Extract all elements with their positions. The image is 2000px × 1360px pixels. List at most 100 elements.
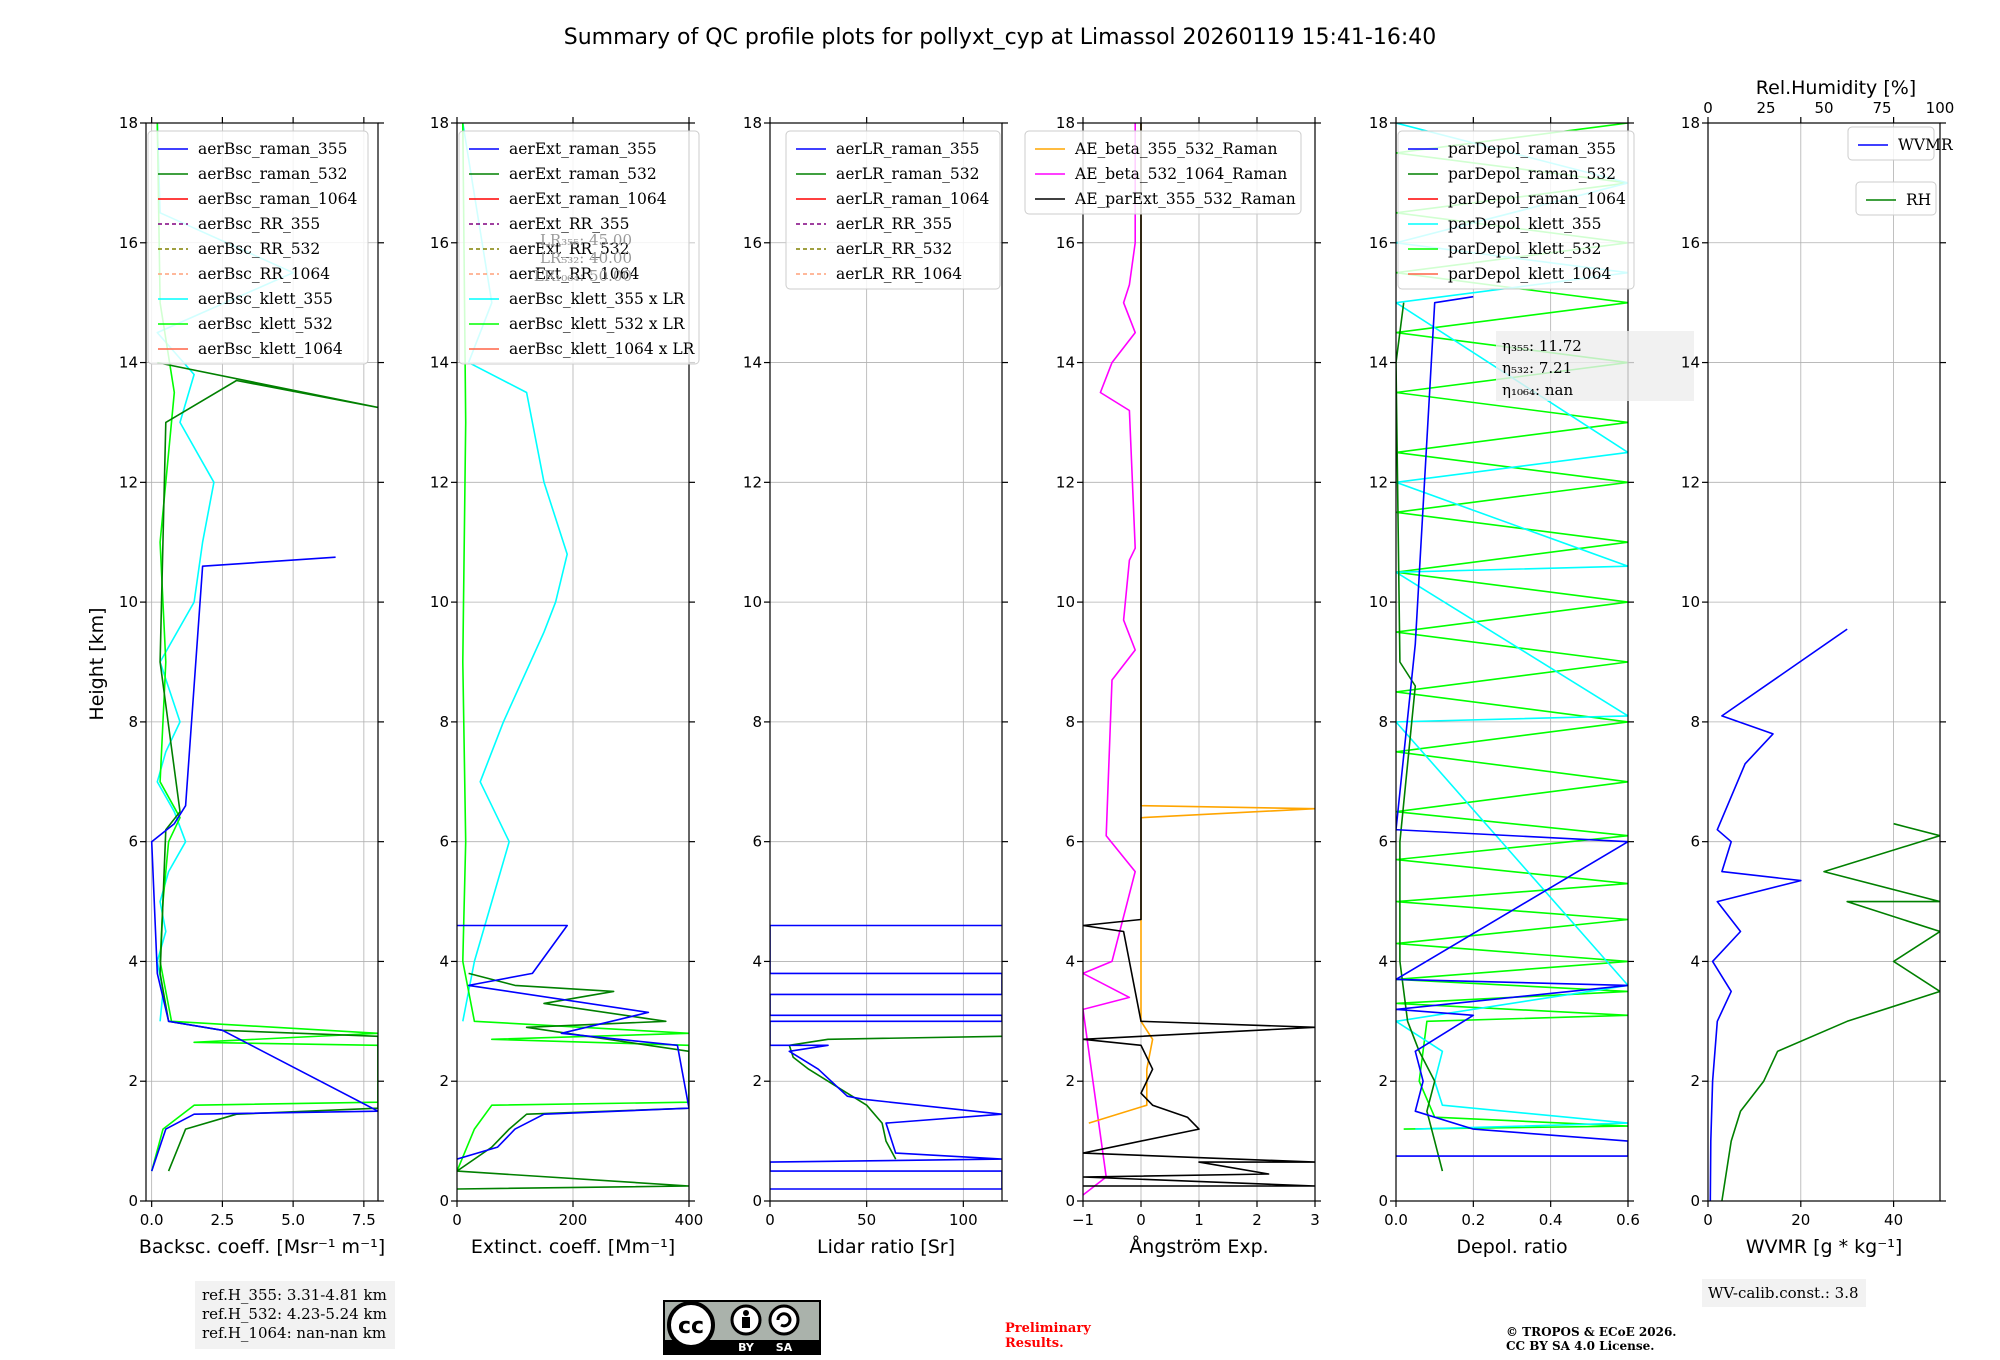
series-line-parDepol_raman_355 [1396, 295, 1628, 1157]
x-axis-label: Backsc. coeff. [Msr⁻¹ m⁻¹] [139, 1236, 385, 1258]
series-group [770, 924, 1002, 1190]
x-tick-label: 0.4 [1539, 1211, 1563, 1229]
wv-calibration-box: WV-calib.const.: 3.8 [1702, 1279, 1866, 1307]
legend-entry: RH [1906, 191, 1931, 209]
y-tick-label: 4 [1378, 952, 1388, 970]
y-tick-label: 4 [128, 952, 138, 970]
x-tick-label: 0 [452, 1211, 462, 1229]
legend-entry: aerLR_RR_355 [836, 215, 952, 233]
x-tick-label: 0.6 [1616, 1211, 1640, 1229]
y-tick-label: 14 [119, 354, 138, 372]
cc-by-text: BY [738, 1341, 755, 1354]
series-line-aerLR_raman_355 [770, 924, 1002, 1190]
preliminary-line-1: Preliminary [1005, 1321, 1091, 1336]
y-tick-label: 6 [1690, 833, 1700, 851]
eta-box [1496, 331, 1694, 401]
plot-frame [1707, 122, 1941, 1202]
top-x-axis-label: Rel.Humidity [%] [1756, 77, 1916, 99]
y-tick-label: 14 [430, 354, 449, 372]
legend-entry: AE_parExt_355_532_Raman [1074, 190, 1296, 208]
y-tick-label: 18 [1681, 114, 1700, 132]
legend-entry: aerLR_raman_355 [836, 140, 979, 158]
x-tick-label: 0 [765, 1211, 775, 1229]
legend-entry: aerBsc_raman_1064 [198, 190, 358, 208]
y-tick-label: 6 [752, 833, 762, 851]
y-tick-label: 2 [1690, 1072, 1700, 1090]
eta-annotation-line: η₅₃₂: 7.21 [1502, 359, 1572, 377]
lr-annotation-line: LR₅₃₂: 40.00 [540, 249, 632, 267]
legend: WVMR [1847, 126, 1954, 161]
legend-frame [147, 130, 369, 365]
panel-dep: 0.0 0.2 0.4 0.6 0 2 4 6 8 10 12 14 16 18 Depol. ratio p… [1369, 114, 1694, 1258]
legend-entry: aerBsc_RR_355 [198, 215, 320, 233]
legend-entry: parDepol_raman_532 [1448, 165, 1616, 183]
series-line-parDepol_raman_532 [1396, 302, 1444, 1172]
series-line-aerExt_raman_355 [457, 924, 689, 1160]
legend: AE_beta_355_532_Raman AE_beta_532_1064_Ra… [1024, 130, 1302, 215]
legend: parDepol_raman_355 parDepol_raman_532 parD… [1397, 130, 1635, 290]
legend-entry: aerBsc_klett_532 [198, 315, 333, 333]
x-axis-label: Extinct. coeff. [Mm⁻¹] [471, 1236, 675, 1258]
cc-sa-text: SA [776, 1341, 793, 1354]
y-tick-label: 6 [1378, 833, 1388, 851]
legend-entry: aerLR_raman_1064 [836, 190, 989, 208]
y-tick-label: 2 [128, 1072, 138, 1090]
y-tick-label: 4 [1065, 952, 1075, 970]
y-tick-label: 0 [1378, 1192, 1388, 1210]
y-tick-label: 16 [430, 234, 449, 252]
cc-license-badge: cc BY SA [663, 1300, 821, 1355]
y-tick-label: 16 [1369, 234, 1388, 252]
legend-entry: aerBsc_klett_1064 [198, 340, 343, 358]
x-axis-label: Depol. ratio [1456, 1236, 1567, 1258]
y-tick-label: 4 [752, 952, 762, 970]
x-tick-label: 100 [949, 1211, 978, 1229]
y-tick-label: 18 [119, 114, 138, 132]
panel-bsc: 0.0 2.5 5.0 7.5 0 2 4 6 8 10 12 14 16 18 Backsc. coeff… [119, 114, 385, 1258]
y-tick-label: 0 [128, 1192, 138, 1210]
y-tick-label: 2 [1065, 1072, 1075, 1090]
legend: aerExt_raman_355 aerExt_raman_532 aerExt_r… [458, 130, 700, 365]
legend-entry: parDepol_raman_1064 [1448, 190, 1626, 208]
y-tick-label: 8 [1065, 713, 1075, 731]
y-tick-label: 12 [119, 473, 138, 491]
copyright-line-2: CC BY SA 4.0 License. [1506, 1339, 1654, 1353]
x-tick-label: 5.0 [281, 1211, 305, 1229]
lr-annotation-line: LR₁₀₆₄: 50.00 [534, 267, 632, 285]
y-tick-label: 6 [1065, 833, 1075, 851]
series-group [1396, 123, 1628, 1172]
sa-share-icon [768, 1304, 800, 1336]
legend-entry: WVMR [1898, 136, 1954, 154]
y-tick-label: 16 [1056, 234, 1075, 252]
copyright-note: © TROPOS & ECoE 2026. CC BY SA 4.0 Licen… [1506, 1325, 1676, 1353]
series-line-aerLR_raman_532 [788, 1035, 1002, 1160]
preliminary-line-2: Results. [1005, 1336, 1064, 1351]
y-tick-label: 8 [439, 713, 449, 731]
legend-frame [1024, 130, 1302, 215]
y-tick-label: 14 [743, 354, 762, 372]
series-line-AE_beta_355_532_Raman [1088, 123, 1315, 1124]
x-axis-label: Lidar ratio [Sr] [817, 1236, 955, 1258]
top-x-tick-label: 50 [1814, 99, 1833, 117]
ref-h-1064: ref.H_1064: nan-nan km [202, 1324, 386, 1342]
legend-entry: aerBsc_raman_532 [198, 165, 348, 183]
eta-annotation: η₃₅₅: 11.72 η₅₃₂: 7.21 η₁₀₆₄: nan [1496, 331, 1694, 401]
y-tick-label: 4 [1690, 952, 1700, 970]
preliminary-note: Preliminary Results. [1005, 1321, 1091, 1351]
x-tick-label: 50 [857, 1211, 876, 1229]
legend: RH [1855, 181, 1937, 216]
legend-entry: parDepol_raman_355 [1448, 140, 1616, 158]
y-tick-label: 12 [430, 473, 449, 491]
series-group [1709, 628, 1940, 1201]
series-line-AE_beta_532_1064_Raman [1083, 123, 1136, 1196]
legend-entry: aerBsc_klett_1064 x LR [509, 340, 696, 358]
y-tick-label: 18 [1056, 114, 1075, 132]
series-line-aerBsc_raman_355 [150, 556, 378, 1172]
series-group [1083, 123, 1315, 1196]
eta-annotation-line: η₁₀₆₄: nan [1502, 381, 1573, 399]
legend-frame [1847, 126, 1935, 161]
y-tick-label: 16 [119, 234, 138, 252]
y-tick-label: 10 [430, 593, 449, 611]
y-tick-label: 0 [752, 1192, 762, 1210]
y-tick-label: 0 [1065, 1192, 1075, 1210]
